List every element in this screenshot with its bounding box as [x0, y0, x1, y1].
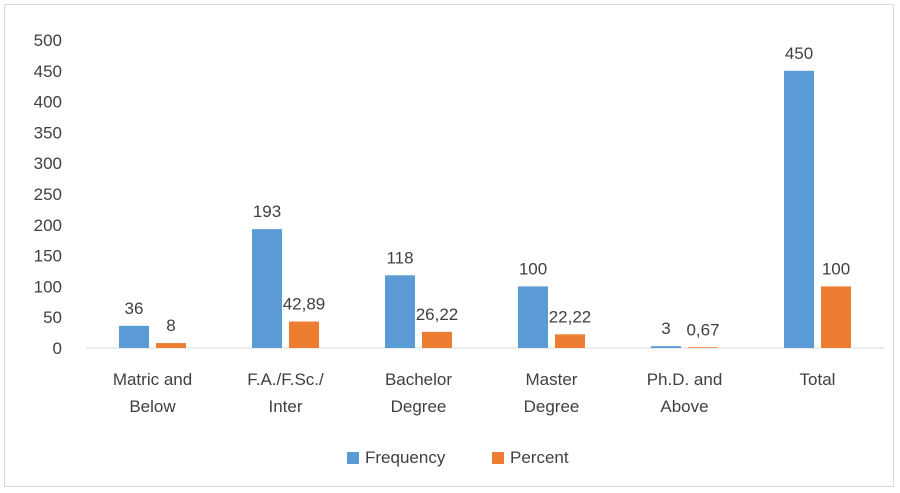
y-tick-label: 500: [34, 31, 62, 50]
bar-percent: [422, 331, 452, 348]
legend-label: Frequency: [365, 448, 446, 467]
bar-percent: [688, 347, 718, 348]
category-label: F.A./F.Sc./: [247, 370, 324, 389]
data-label: 0,67: [686, 321, 719, 340]
category-label: Below: [129, 397, 176, 416]
y-tick-label: 300: [34, 154, 62, 173]
legend-swatch: [347, 452, 359, 464]
data-label: 118: [386, 248, 413, 267]
bar-frequency: [385, 275, 415, 348]
y-axis-ticks: 0 50 100 150 200 250 300 350 400 450 500: [34, 31, 62, 358]
bar-percent: [555, 334, 585, 348]
y-tick-label: 200: [34, 216, 62, 235]
category-label: Master: [526, 370, 578, 389]
bars: 36 8 193 42,89 118 26,22 100 22,22 3 0,67 450 100: [119, 44, 851, 349]
y-tick-label: 50: [43, 308, 62, 327]
category-label: Degree: [391, 397, 447, 416]
data-label: 36: [125, 299, 144, 318]
data-label: 193: [253, 202, 281, 221]
data-label: 8: [166, 316, 175, 335]
legend: Frequency Percent: [347, 448, 569, 467]
y-tick-label: 0: [53, 339, 62, 358]
data-label: 100: [822, 259, 850, 278]
legend-label: Percent: [510, 448, 569, 467]
category-labels: Matric and Below F.A./F.Sc./ Inter Bachelor D…: [113, 370, 836, 416]
data-label: 26,22: [416, 305, 459, 324]
bar-percent: [156, 343, 186, 348]
bar-frequency: [252, 229, 282, 348]
category-label: Ph.D. and: [647, 370, 723, 389]
data-label: 450: [785, 44, 813, 63]
category-label: Total: [800, 370, 836, 389]
y-tick-label: 450: [34, 62, 62, 81]
bar-frequency: [784, 70, 814, 349]
y-tick-label: 350: [34, 123, 62, 142]
data-label: 22,22: [549, 307, 592, 326]
data-label: 100: [519, 259, 547, 278]
bar-frequency: [651, 346, 681, 348]
y-tick-label: 400: [34, 93, 62, 112]
legend-swatch: [492, 452, 504, 464]
category-label: Inter: [268, 397, 302, 416]
chart-frame: [4, 4, 894, 487]
bar-frequency: [518, 286, 548, 348]
data-label: 3: [661, 319, 670, 338]
category-label: Bachelor: [385, 370, 452, 389]
bar-percent: [821, 286, 851, 348]
category-label: Degree: [524, 397, 580, 416]
category-label: Matric and: [113, 370, 192, 389]
y-tick-label: 100: [34, 277, 62, 296]
y-tick-label: 250: [34, 185, 62, 204]
data-label: 42,89: [283, 295, 326, 314]
category-label: Above: [660, 397, 708, 416]
bar-percent: [289, 321, 319, 348]
y-tick-label: 150: [34, 247, 62, 266]
bar-frequency: [119, 325, 149, 348]
